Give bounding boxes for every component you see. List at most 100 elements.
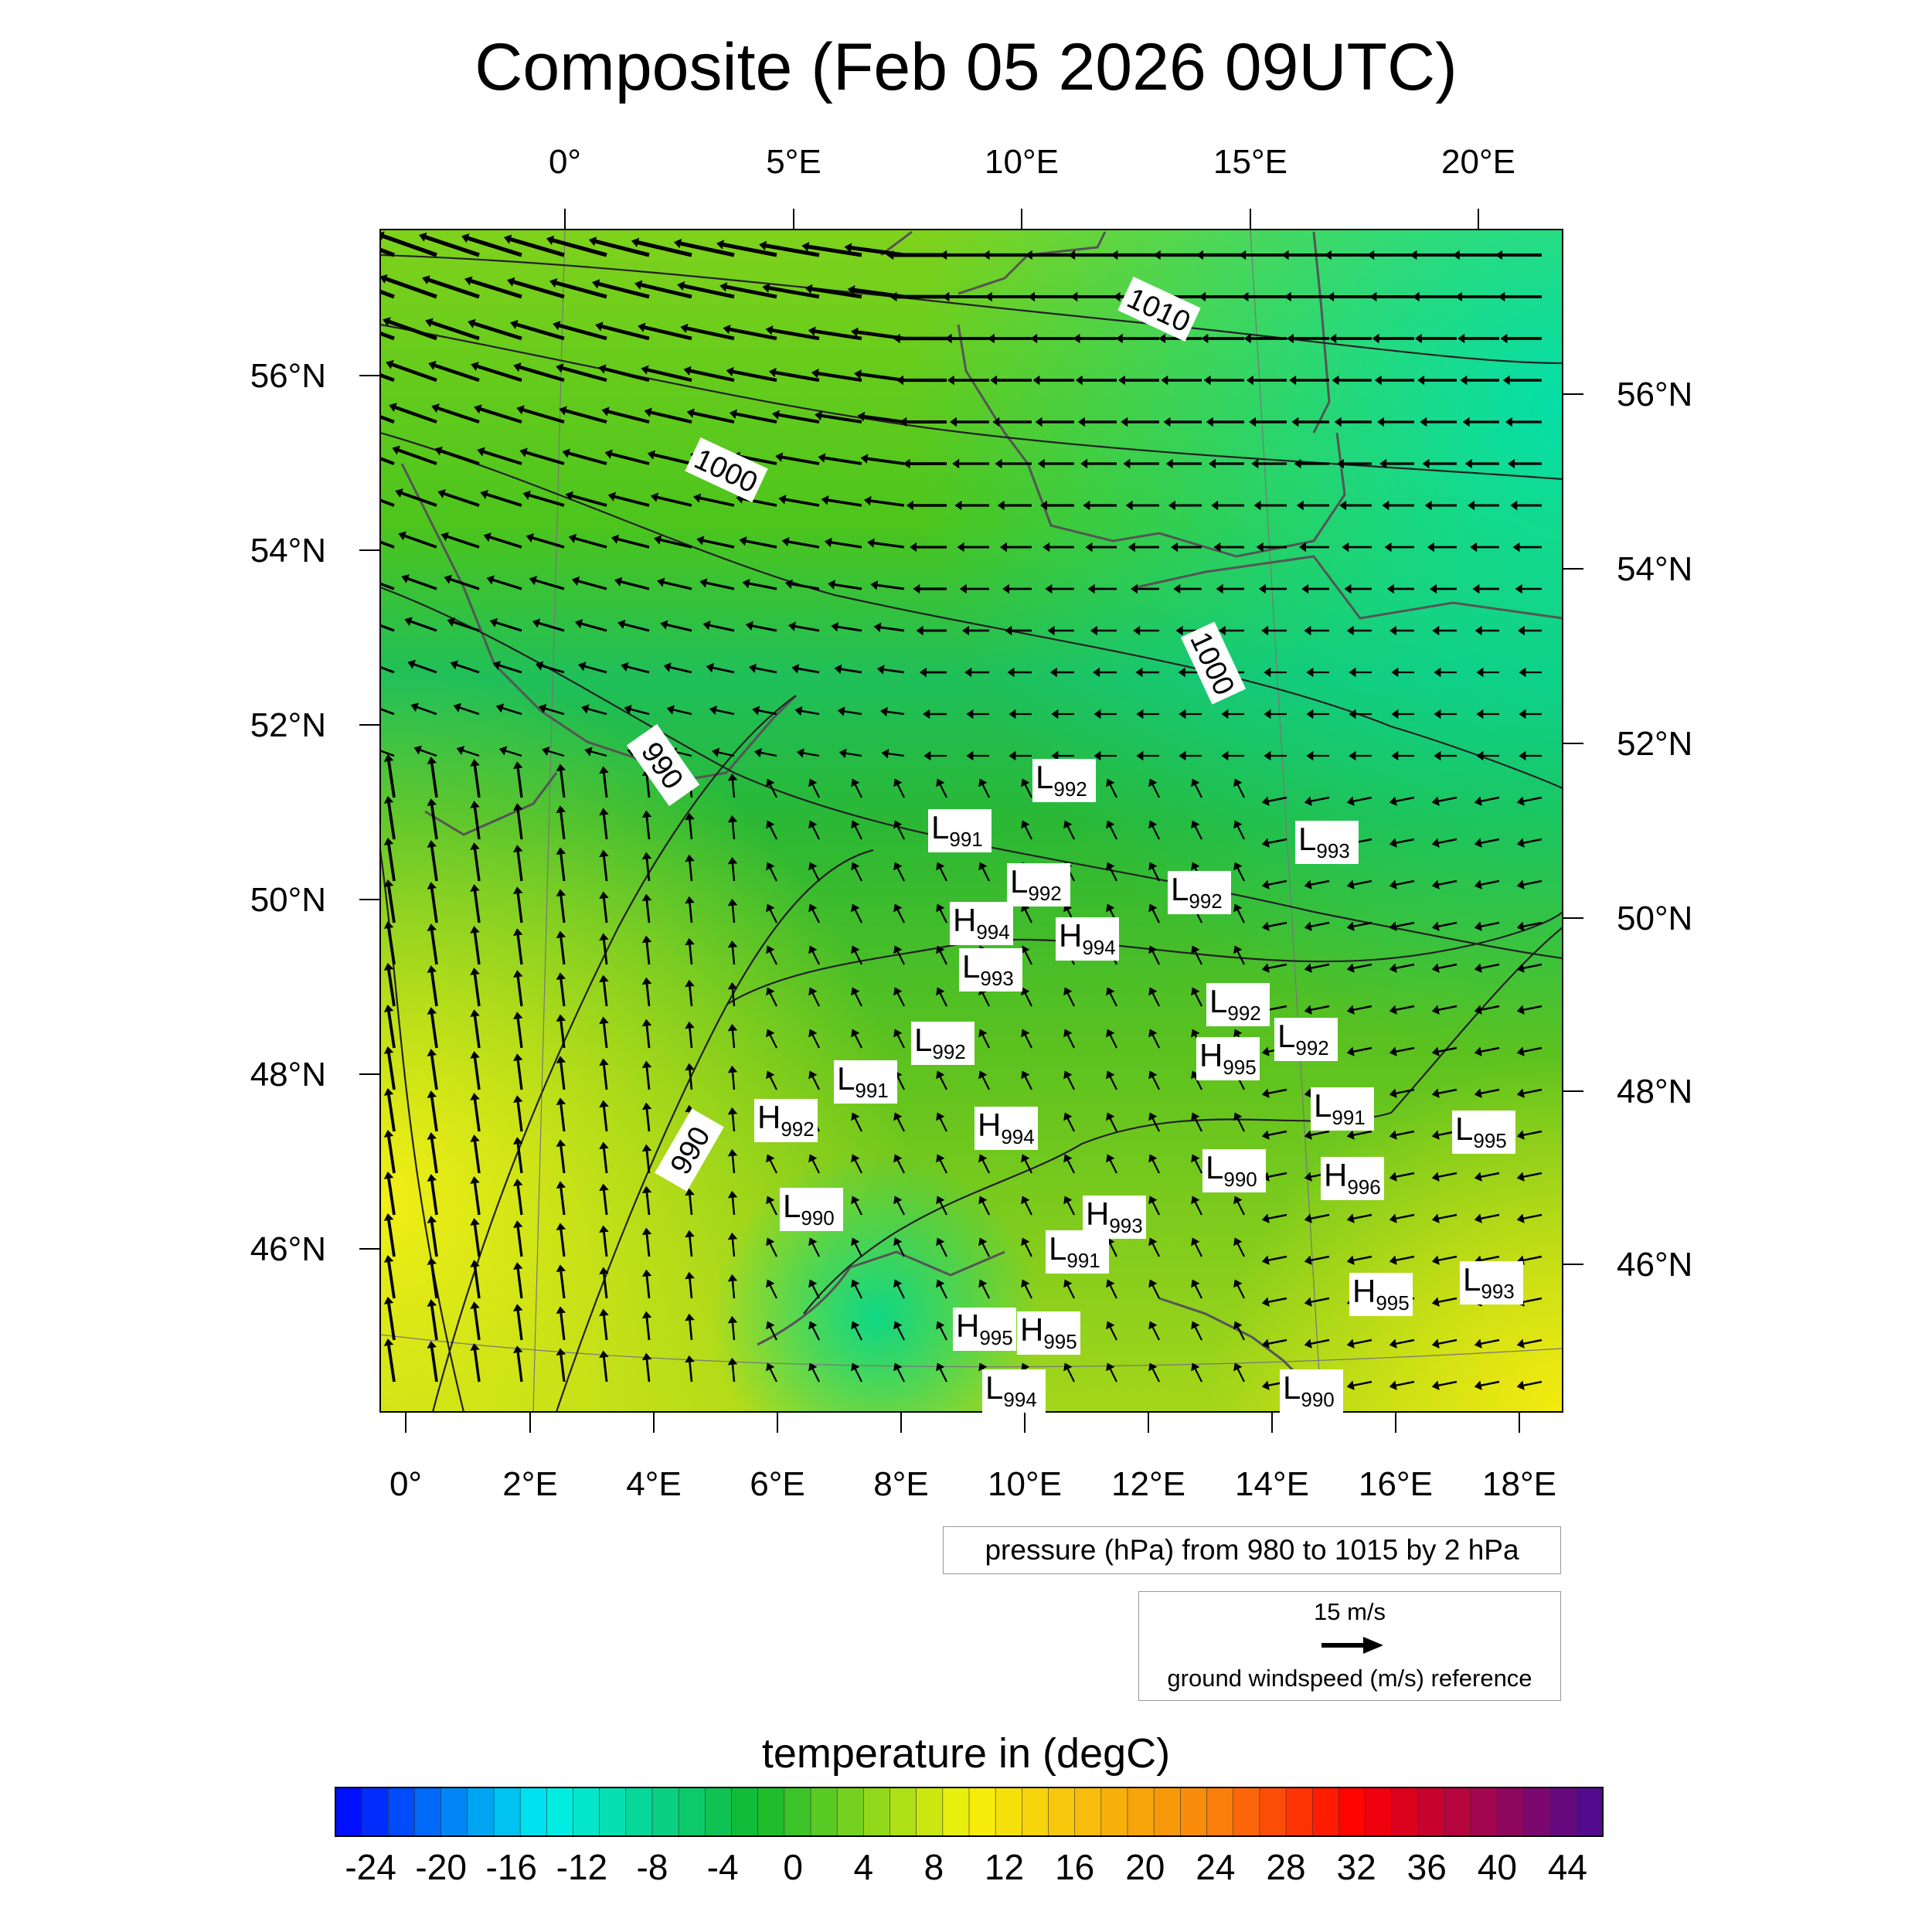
colorbar-bin [1285, 1787, 1313, 1837]
wind-reference-legend: 15 m/s ground windspeed (m/s) reference [1138, 1591, 1561, 1701]
colorbar-tick-label: 4 [854, 1847, 874, 1887]
colorbar-bin [1549, 1787, 1577, 1837]
colorbar-bin [942, 1787, 970, 1837]
left-lat-tick-label: 52°N [250, 706, 326, 744]
left-lat-tick-label: 50°N [250, 881, 326, 919]
axis-ticks [359, 209, 1583, 1433]
pressure-center-high: H992 [754, 1099, 818, 1142]
colorbar-bin [731, 1787, 759, 1837]
pressure-center-high: H994 [950, 902, 1013, 945]
colorbar-bin [810, 1787, 838, 1837]
pressure-center-high: H995 [953, 1308, 1016, 1351]
top-lon-tick-label: 10°E [985, 143, 1059, 181]
coastlines [400, 230, 1563, 1393]
colorbar-bin [1417, 1787, 1445, 1837]
colorbar-tick-label: -20 [415, 1847, 466, 1887]
pressure-center-low: L992 [1168, 871, 1231, 914]
left-lat-tick-label: 48°N [250, 1056, 326, 1094]
colorbar-bin [863, 1787, 891, 1837]
colorbar-bin [836, 1787, 865, 1837]
pressure-center-low: L991 [1311, 1087, 1374, 1131]
colorbar-bin [1444, 1787, 1471, 1837]
colorbar-tick-label: 40 [1478, 1847, 1517, 1887]
colorbar-bin [1470, 1787, 1498, 1837]
colorbar-bin [1048, 1787, 1076, 1837]
pressure-center-low: L991 [1046, 1230, 1109, 1274]
colorbar-bin [889, 1787, 917, 1837]
bottom-lon-tick-label: 10°E [988, 1465, 1062, 1503]
colorbar-bin [1338, 1787, 1366, 1837]
svg-text:L992: L992 [1036, 759, 1087, 801]
pressure-center-low: L992 [911, 1022, 975, 1065]
pressure-center-low: L992 [1274, 1018, 1338, 1061]
colorbar-bin [1523, 1787, 1551, 1837]
colorbar-bin [1576, 1787, 1604, 1837]
colorbar-bin [1311, 1787, 1340, 1837]
colorbar-bin [1206, 1787, 1234, 1837]
pressure-center-low: L990 [1280, 1369, 1343, 1413]
colorbar-bin [1022, 1787, 1049, 1837]
svg-text:L992: L992 [1209, 983, 1261, 1025]
colorbar-bin [1074, 1787, 1102, 1837]
colorbar-tick-label: -24 [345, 1847, 396, 1887]
top-lon-tick-label: 15°E [1213, 143, 1287, 181]
colorbar-bin [1180, 1787, 1208, 1837]
colorbar-tick-label: 20 [1125, 1847, 1165, 1887]
wind-reference-value: 15 m/s [1313, 1598, 1386, 1625]
colorbar-tick-labels: -24 -20 -16 -12 -8 -4 0 4 8 12 16 20 24 28 32 36 40 44 [345, 1847, 1587, 1887]
pressure-center-low: L992 [1007, 863, 1070, 906]
pressure-center-low: L992 [1032, 759, 1096, 802]
right-lat-tick-label: 50°N [1617, 900, 1692, 937]
wind-vector-field [380, 231, 1543, 1390]
pressure-center-high: H996 [1321, 1157, 1384, 1200]
bottom-lon-tick-label: 8°E [873, 1465, 928, 1503]
colorbar-tick-label: 16 [1055, 1847, 1094, 1887]
colorbar-tick-label: 8 [924, 1847, 944, 1887]
right-lat-tick-label: 52°N [1617, 725, 1692, 763]
bottom-lon-tick-label: 0° [389, 1465, 422, 1503]
bottom-lon-tick-label: 6°E [750, 1465, 804, 1503]
pressure-center-low: L991 [928, 809, 992, 852]
right-lat-tick-label: 46°N [1617, 1246, 1692, 1284]
colorbar-bin [1233, 1787, 1260, 1837]
pressure-center-low: L992 [1206, 983, 1270, 1026]
pressure-center-low: L990 [780, 1188, 843, 1231]
colorbar-title: temperature in (degC) [761, 1730, 1171, 1777]
bottom-lon-tick-label: 16°E [1359, 1465, 1433, 1503]
wind-reference-arrow-icon [1321, 1637, 1383, 1654]
colorbar-bin [651, 1787, 679, 1837]
pressure-center-low: L994 [982, 1369, 1046, 1413]
pressure-center-low: L990 [1202, 1149, 1266, 1192]
colorbar-bin [916, 1787, 944, 1837]
left-lat-tick-label: 56°N [250, 357, 326, 395]
colorbar-bin [705, 1787, 733, 1837]
colorbar-bin [546, 1787, 574, 1837]
bottom-lon-tick-label: 18°E [1482, 1465, 1556, 1503]
colorbar-bin [784, 1787, 811, 1837]
pressure-center-low: L993 [959, 948, 1022, 992]
colorbar-bin [361, 1787, 389, 1837]
top-lon-tick-label: 5°E [766, 143, 821, 181]
colorbar-bin [757, 1787, 785, 1837]
bottom-lon-tick-label: 2°E [502, 1465, 557, 1503]
pressure-legend: pressure (hPa) from 980 to 1015 by 2 hPa [943, 1526, 1561, 1574]
colorbar-bin [678, 1787, 706, 1837]
pressure-center-low: L991 [834, 1060, 897, 1104]
top-lon-tick-label: 0° [549, 143, 581, 181]
colorbar-bin [968, 1787, 996, 1837]
colorbar-bin [440, 1787, 468, 1837]
colorbar-bin [388, 1787, 416, 1837]
colorbar-tick-label: 12 [985, 1847, 1024, 1887]
pressure-center-high: H994 [1056, 917, 1119, 961]
pressure-center-high: H995 [1196, 1037, 1260, 1080]
colorbar-tick-label: 36 [1407, 1847, 1447, 1887]
colorbar-tick-label: 28 [1266, 1847, 1305, 1887]
colorbar-bin [599, 1787, 627, 1837]
colorbar-bin [1365, 1787, 1393, 1837]
colorbar-tick-label: 24 [1196, 1847, 1235, 1887]
pressure-center-low: L993 [1460, 1261, 1523, 1304]
colorbar-bin [467, 1787, 495, 1837]
temperature-colorbar [335, 1787, 1604, 1837]
